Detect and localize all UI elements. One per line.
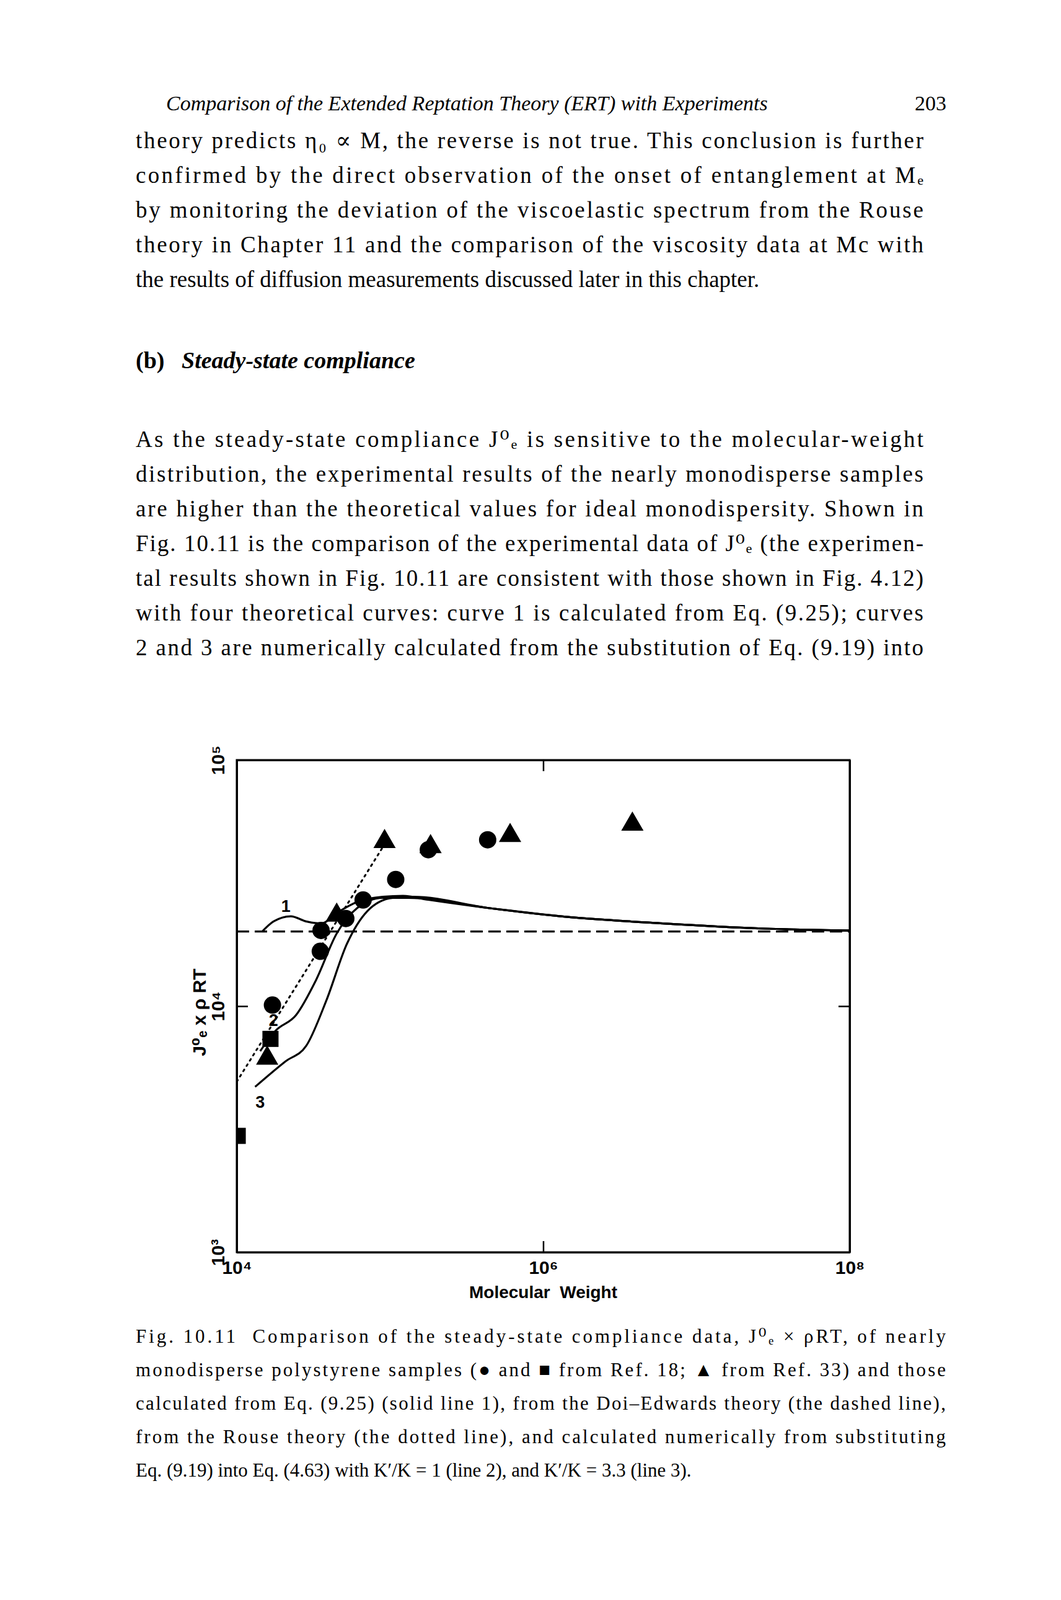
chart: 10⁴ 10⁶ 10⁸ 10³ 10⁴ 10⁵ Molecular Weight J⁰ₑ x …	[189, 745, 865, 1302]
body-line: theory predicts η₀ ∝ M, the reverse is n…	[135, 127, 924, 154]
point-triangle	[255, 1044, 279, 1065]
curve	[260, 897, 850, 1051]
body-line: with four theoretical curves: curve 1 is…	[135, 599, 924, 626]
curve	[236, 835, 390, 1082]
y-axis-right	[838, 760, 851, 1253]
tick-label: 10⁸	[835, 1256, 866, 1278]
caption-line: Fig. 10.11 Comparison of the steady-stat…	[135, 1325, 947, 1347]
tick-mark	[236, 759, 248, 762]
tick-label: 10³	[207, 1238, 229, 1266]
tick: 10⁵	[207, 745, 248, 775]
page: Comparison of the Extended Reptation The…	[0, 0, 1061, 1600]
tick-mark	[838, 759, 850, 762]
tick-mark	[838, 1005, 850, 1008]
section-label: (b)	[135, 347, 165, 374]
body-line: the results of diffusion measurements di…	[135, 266, 760, 292]
curve-label: 3	[255, 1092, 265, 1112]
x-axis-title: Molecular Weight	[469, 1282, 618, 1302]
y-axis: 10³ 10⁴ 10⁵	[207, 745, 248, 1266]
caption-line: calculated from Eq. (9.25) (solid line 1…	[135, 1391, 946, 1414]
tick-mark	[236, 1251, 248, 1254]
caption-line: monodisperse polystyrene samples (● and …	[135, 1358, 946, 1381]
plot-area	[236, 811, 850, 1144]
body-line: Fig. 10.11 is the comparison of the expe…	[135, 530, 924, 557]
body-line: As the steady-state compliance J⁰ₑ is se…	[135, 426, 925, 452]
tick-mark	[542, 1240, 545, 1252]
tick-mark	[838, 1251, 850, 1254]
tick: 10⁴	[207, 990, 248, 1021]
tick-mark	[236, 1005, 248, 1008]
tick-label: 10⁶	[528, 1256, 558, 1278]
point-triangle	[620, 811, 644, 831]
body-line: by monitoring the deviation of the visco…	[135, 197, 924, 223]
tick-label: 10⁴	[207, 990, 229, 1021]
tick	[838, 1005, 850, 1007]
tick	[838, 1251, 850, 1253]
page-svg: Comparison of the Extended Reptation The…	[0, 0, 1061, 1600]
tick	[543, 759, 545, 771]
tick-mark	[542, 759, 545, 771]
curve	[255, 896, 850, 1087]
point-circle	[387, 870, 405, 889]
caption-line: Eq. (9.19) into Eq. (4.63) with K′/K = 1…	[135, 1458, 692, 1481]
point-circle	[479, 831, 497, 849]
x-axis: 10⁴10⁶10⁸	[221, 1240, 865, 1278]
curve	[236, 930, 850, 933]
body-line: theory in Chapter 11 and the comparison …	[135, 231, 925, 258]
point-triangle	[498, 822, 522, 842]
curve-label: 1	[281, 896, 291, 916]
section-title: Steady-state compliance	[181, 347, 416, 374]
tick	[838, 759, 850, 761]
curve-label: 2	[268, 1010, 279, 1030]
running-header: Comparison of the Extended Reptation The…	[166, 91, 768, 116]
point-square	[236, 1127, 247, 1144]
point-triangle	[419, 833, 442, 853]
body-line: 2 and 3 are numerically calculated from …	[135, 634, 924, 661]
x-axis-top	[237, 759, 851, 771]
page-number: 203	[914, 91, 947, 115]
tick: 10⁶	[528, 1240, 558, 1278]
body-line: tal results shown in Fig. 10.11 are cons…	[135, 565, 924, 592]
caption-line: from the Rouse theory (the dotted line),…	[135, 1425, 946, 1448]
tick: 10³	[207, 1238, 248, 1266]
tick-label: 10⁵	[207, 745, 229, 775]
body-line: are higher than the theoretical values f…	[135, 495, 924, 522]
body-line: distribution, the experimental results o…	[135, 461, 924, 487]
y-axis-title: J⁰ₑ x ρ RT	[189, 968, 210, 1056]
body-line: confirmed by the direct observation of t…	[135, 162, 924, 188]
plot-frame	[236, 759, 850, 1252]
